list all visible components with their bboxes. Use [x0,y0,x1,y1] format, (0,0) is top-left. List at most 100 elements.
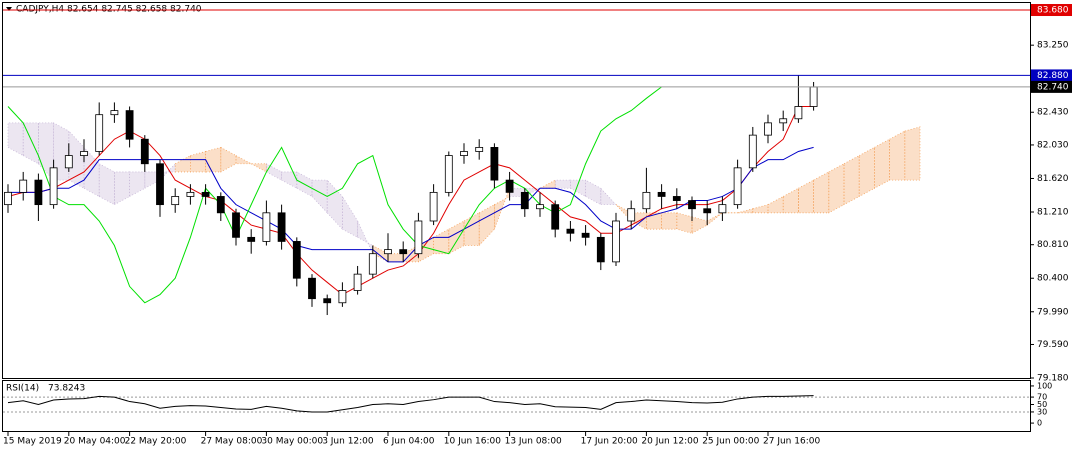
candle-body [262,212,271,242]
cloud-segment [448,220,465,255]
cloud-segment [813,171,830,214]
candle-body [80,151,88,156]
y-tick-label: 81.210 [1037,207,1069,217]
x-tick-label: 27 Jun 16:00 [763,437,820,447]
y-tick-label: 79.180 [1037,374,1069,384]
cloud-segment [600,187,617,206]
cloud-segment [7,122,24,157]
candle-body [34,179,43,206]
x-tick-label: 27 May 08:00 [201,437,263,447]
candle-body [688,200,696,210]
candle-body [490,146,499,181]
rsi-tick-label: 0 [1037,419,1042,428]
cloud-segment [311,179,328,214]
cloud-segment [843,154,860,206]
candle-body [581,232,590,238]
cloud-segment [205,146,222,173]
candle-body [612,220,620,263]
x-tick-label: 3 Jun 12:00 [322,437,374,447]
cloud-segment [904,126,921,181]
candle-body [642,191,651,210]
candle-body [110,110,119,116]
cloud-segment [554,179,571,189]
x-tick-label: 17 Jun 20:00 [581,437,638,447]
cloud-segment [433,228,450,255]
candle-body [429,191,438,222]
cloud-segment [691,216,708,234]
cloud-segment [326,179,343,231]
candle-body [338,290,347,304]
cloud-segment [646,212,662,230]
rsi-panel [2,380,1031,432]
cloud-segment [585,179,602,206]
candle-body [140,138,149,165]
candle-body [566,228,575,234]
cloud-segment [570,179,586,198]
cloud-segment [22,122,39,165]
rsi-tick-label: 70 [1037,393,1047,402]
price-panel [2,2,1031,379]
candle-body [748,134,757,169]
cloud-segment [341,195,359,239]
cloud-segment [661,212,678,230]
x-tick-label: 13 Jun 08:00 [505,437,562,447]
y-tick-label: 83.250 [1037,41,1069,51]
x-tick-label: 6 Jun 04:00 [383,437,435,447]
candle-body [794,106,803,120]
rsi-tick-label: 30 [1037,407,1047,416]
candle-body [399,249,408,255]
candle-body [627,208,636,222]
candle-body [49,167,58,206]
y-tick-label: 79.990 [1037,307,1069,317]
cloud-segment [539,179,556,189]
cloud-segment [98,163,115,206]
price-level-box [1031,4,1072,17]
cloud-segment [387,253,404,263]
cloud-segment [752,204,769,214]
price-level-box [1031,69,1072,82]
price-level-label: 82.740 [1037,82,1069,92]
price-level-label: 82.880 [1037,71,1069,81]
candle-body [216,196,225,214]
candle-body [64,155,73,169]
x-tick-label: 20 May 04:00 [64,437,126,447]
indicator-line [7,106,814,296]
x-tick-label: 10 Jun 16:00 [444,437,501,447]
x-tick-label: 25 Jun 00:00 [702,437,759,447]
candle-body [384,249,392,255]
y-tick-label: 82.030 [1037,140,1069,150]
candle-body [596,236,605,263]
candle-body [733,167,742,206]
candle-body [718,204,727,214]
cloud-segment [874,138,890,189]
candle-body [414,220,423,255]
cloud-segment [265,163,283,181]
menu-arrow[interactable] [6,7,12,11]
candle-body [95,114,104,152]
cloud-segment [235,154,252,165]
candle-body [703,208,712,214]
candle-body [186,191,195,197]
x-tick-label: 20 Jun 12:00 [641,437,698,447]
candle-body [19,179,28,193]
candle-body [232,212,240,238]
candle-body [308,277,316,300]
cloud-segment [114,171,131,206]
rsi-tick-label: 50 [1037,400,1047,409]
cloud-segment [828,163,845,214]
candle-body [277,212,286,242]
candle-body [125,110,134,140]
candle-body [460,151,468,156]
price-level-box [1031,80,1072,93]
candle-body [551,204,560,230]
rsi-title: RSI(14) [6,384,39,394]
cloud-segment [676,212,693,234]
chart-header: CADJPY,H4 82.654 82.745 82.658 82.740 [16,5,202,15]
cloud-segment [858,146,875,198]
cloud-segment [357,220,374,254]
cloud-segment [767,195,784,214]
cloud-segment [220,146,237,173]
candle-body [809,86,818,107]
